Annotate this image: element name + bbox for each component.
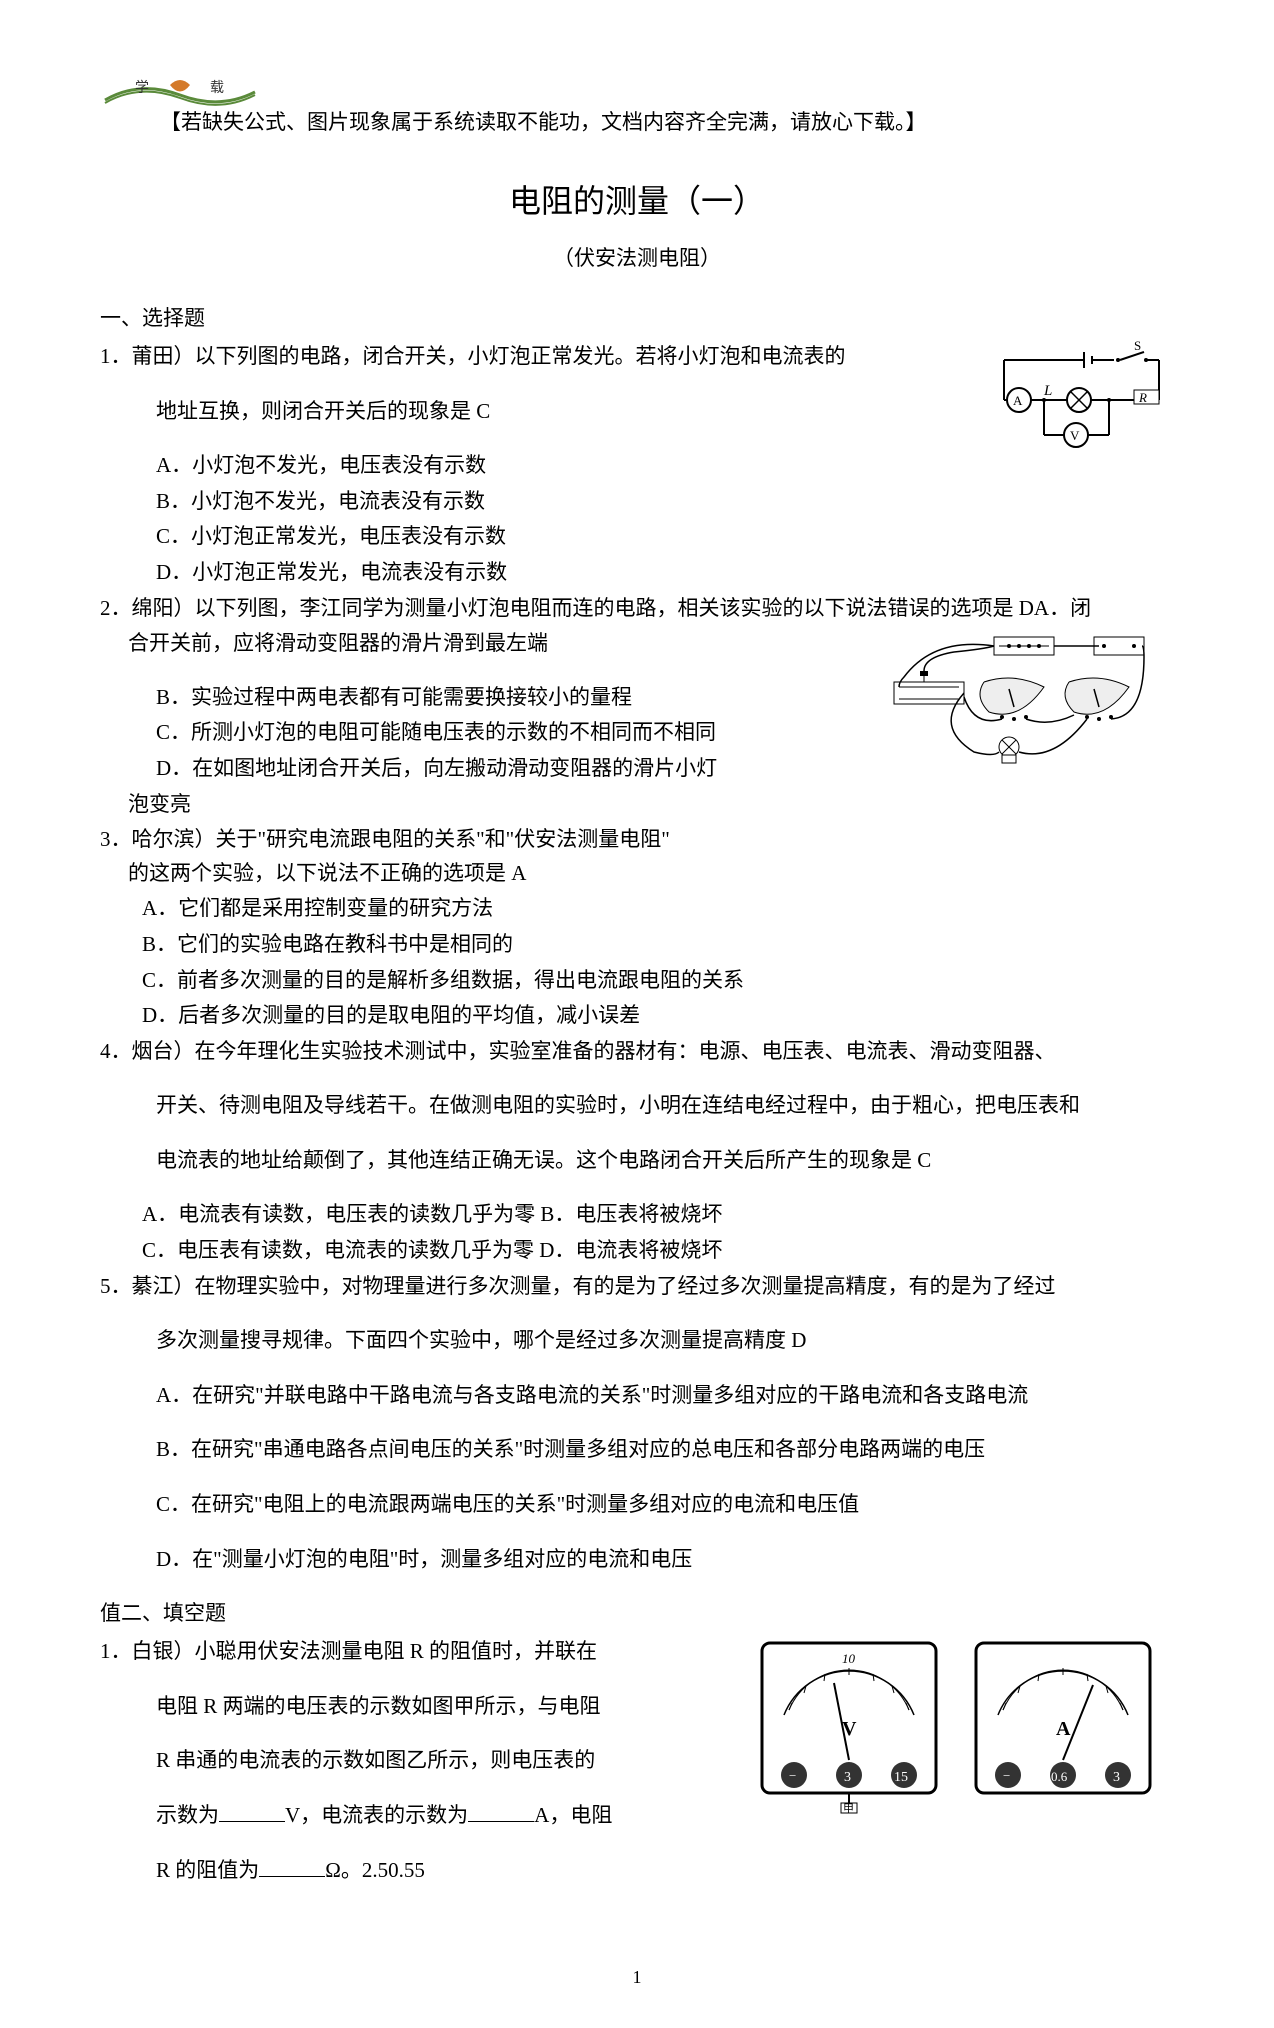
- f1-l5: R 的阻值为 Ω。2.50.55: [100, 1854, 1174, 1888]
- question-5: 5．綦江）在物理实验中，对物理量进行多次测量，有的是为了经过多次测量提高精度，有…: [100, 1270, 1174, 1577]
- question-3: 3．哈尔滨）关于"研究电流跟电阻的关系"和"伏安法测量电阻" 的这两个实验，以下…: [100, 823, 1174, 1033]
- blank-resistance: [259, 1855, 325, 1877]
- f1-l5b: Ω。2.50.55: [325, 1858, 425, 1882]
- q2-stem: 2．绵阳）以下列图，李江同学为测量小灯泡电阻而连的电路，相关该实验的以下说法错误…: [100, 592, 1174, 626]
- svg-text:L: L: [1043, 383, 1052, 399]
- q4-opt-ab: A．电流表有读数，电压表的读数几乎为零 B．电压表将被烧坏: [100, 1198, 1174, 1232]
- question-4: 4．烟台）在今年理化生实验技术测试中，实验室准备的器材有：电源、电压表、电流表、…: [100, 1035, 1174, 1268]
- svg-text:−: −: [1003, 1768, 1010, 1783]
- svg-text:−: −: [789, 1768, 796, 1783]
- header-decor-image: 学 载: [100, 70, 260, 110]
- q3-stem: 3．哈尔滨）关于"研究电流跟电阻的关系"和"伏安法测量电阻": [100, 823, 1174, 857]
- question-2: 2．绵阳）以下列图，李江同学为测量小灯泡电阻而连的电路，相关该实验的以下说法错误…: [100, 592, 1174, 822]
- svg-text:A: A: [1056, 1718, 1071, 1740]
- blank-current: [468, 1800, 534, 1822]
- f1-l4c: A，电阻: [534, 1803, 612, 1827]
- q5-stem: 5．綦江）在物理实验中，对物理量进行多次测量，有的是为了经过多次测量提高精度，有…: [100, 1270, 1174, 1304]
- section-heading-choice: 一、选择题: [100, 302, 1174, 332]
- q4-opt-cd: C．电压表有读数，电流表的读数几乎为零 D．电流表将被烧坏: [100, 1234, 1174, 1268]
- circuit-diagram-2: [874, 627, 1174, 777]
- svg-text:S: S: [1134, 340, 1141, 353]
- q3-opt-d: D．后者多次测量的目的是取电阻的平均值，减小误差: [100, 999, 1174, 1033]
- svg-text:A: A: [1013, 393, 1023, 408]
- svg-text:甲: 甲: [843, 1803, 854, 1815]
- q4-stem3: 电流表的地址给颠倒了，其他连结正确无误。这个电路闭合开关后所产生的现象是 C: [100, 1144, 1174, 1178]
- q5-stem2: 多次测量搜寻规律。下面四个实验中，哪个是经过多次测量提高精度 D: [100, 1324, 1174, 1358]
- blank-voltage: [219, 1800, 285, 1822]
- document-title: 电阻的测量（一）: [100, 176, 1174, 222]
- question-1: S R A L V: [100, 340, 1174, 590]
- q2-opt-d2: 泡变亮: [100, 788, 1174, 822]
- q3-stem2: 的这两个实验，以下说法不正确的选项是 A: [100, 857, 1174, 891]
- q5-opt-b: B．在研究"串通电路各点间电压的关系"时测量多组对应的总电压和各部分电路两端的电…: [100, 1433, 1174, 1467]
- q1-opt-b: B．小灯泡不发光，电流表没有示数: [100, 485, 1174, 519]
- meter-images: 10 V − 3 15 甲: [754, 1635, 1174, 1835]
- q3-opt-c: C．前者多次测量的目的是解析多组数据，得出电流跟电阻的关系: [100, 964, 1174, 998]
- f1-l4a: 示数为: [156, 1803, 219, 1827]
- q1-opt-c: C．小灯泡正常发光，电压表没有示数: [100, 520, 1174, 554]
- fill-question-1: 10 V − 3 15 甲: [100, 1635, 1174, 1887]
- svg-text:R: R: [1138, 390, 1147, 405]
- svg-text:3: 3: [844, 1770, 851, 1785]
- download-notice: 【若缺失公式、图片现象属于系统读取不能功，文档内容齐全完满，请放心下载。】: [160, 106, 1174, 136]
- q4-stem: 4．烟台）在今年理化生实验技术测试中，实验室准备的器材有：电源、电压表、电流表、…: [100, 1035, 1174, 1069]
- q5-opt-d: D．在"测量小灯泡的电阻"时，测量多组对应的电流和电压: [100, 1543, 1174, 1577]
- svg-text:15: 15: [894, 1770, 908, 1785]
- f1-l5a: R 的阻值为: [156, 1858, 259, 1882]
- q1-opt-d: D．小灯泡正常发光，电流表没有示数: [100, 556, 1174, 590]
- svg-text:3: 3: [1113, 1770, 1120, 1785]
- q5-opt-c: C．在研究"电阻上的电流跟两端电压的关系"时测量多组对应的电流和电压值: [100, 1488, 1174, 1522]
- page-number: 1: [100, 1967, 1174, 1988]
- q3-opt-b: B．它们的实验电路在教科书中是相同的: [100, 928, 1174, 962]
- q3-opt-a: A．它们都是采用控制变量的研究方法: [100, 892, 1174, 926]
- q4-stem2: 开关、待测电阻及导线若干。在做测电阻的实验时，小明在连结电经过程中，由于粗心，把…: [100, 1089, 1174, 1123]
- f1-l4b: V，电流表的示数为: [285, 1803, 468, 1827]
- svg-text:载: 载: [210, 80, 224, 96]
- section-heading-blank: 值二、填空题: [100, 1597, 1174, 1627]
- svg-text:V: V: [1070, 428, 1080, 443]
- q5-opt-a: A．在研究"并联电路中干路电流与各支路电流的关系"时测量多组对应的干路电流和各支…: [100, 1379, 1174, 1413]
- document-subtitle: （伏安法测电阻）: [100, 242, 1174, 272]
- ammeter-image: A − 0.6 3: [968, 1635, 1158, 1815]
- svg-text:学: 学: [135, 80, 149, 96]
- voltmeter-image: 10 V − 3 15 甲: [754, 1635, 944, 1815]
- v-scale-top: 10: [842, 1651, 856, 1666]
- circuit-diagram-1: S R A L V: [984, 340, 1174, 460]
- svg-text:0.6: 0.6: [1051, 1769, 1068, 1784]
